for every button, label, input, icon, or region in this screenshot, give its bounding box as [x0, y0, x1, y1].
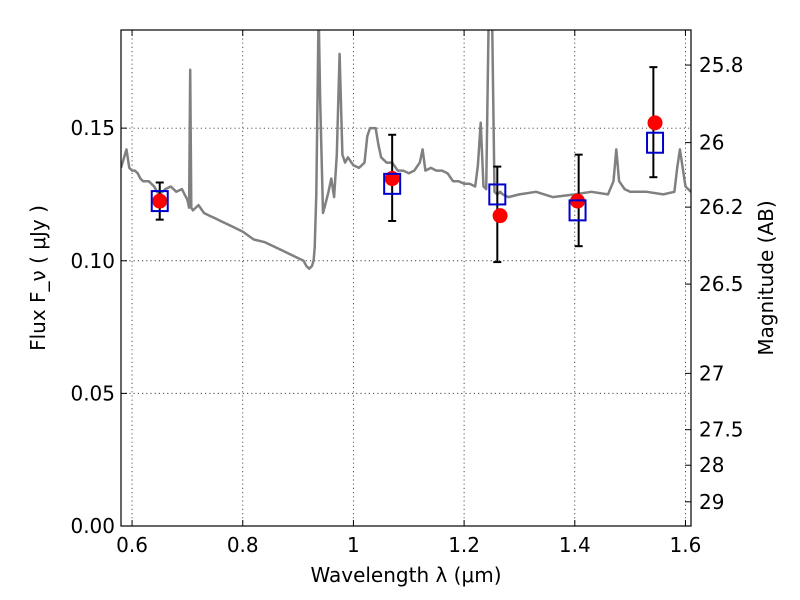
model-square [488, 183, 507, 206]
plot-frame [120, 29, 692, 527]
y-tick-label: 0.10 [70, 249, 115, 273]
right-tick-label: 28 [699, 453, 724, 477]
observed-point [647, 115, 663, 131]
model-square [646, 131, 665, 154]
plot-background [121, 30, 691, 526]
right-tick-label: 27.5 [699, 418, 744, 442]
x-axis-ticks: 0.6 0.8 1 1.2 1.4 1.6 [116, 30, 701, 557]
y-axis-ticks: 0.00 0.05 0.10 0.15 [70, 116, 127, 538]
model-spectrum-line [121, 30, 691, 270]
model-squares [150, 131, 665, 222]
x-tick-label: 1.6 [670, 533, 702, 557]
right-tick-label: 29 [699, 490, 724, 514]
x-tick-label: 1.4 [559, 533, 591, 557]
right-tick-label: 25.8 [699, 53, 744, 77]
x-tick-label: 1.2 [448, 533, 480, 557]
y-tick-label: 0.00 [70, 514, 115, 538]
x-axis-title: Wavelength λ (μm) [310, 563, 501, 587]
x-tick-label: 1 [347, 533, 360, 557]
right-tick-label: 26.5 [699, 272, 744, 296]
observed-point [492, 208, 508, 224]
model-square [568, 199, 587, 222]
y-tick-label: 0.15 [70, 116, 115, 140]
right-axis-ticks: 25.8 26 26.2 26.5 27 27.5 28 29 [685, 53, 744, 514]
x-tick-label: 0.6 [116, 533, 148, 557]
right-axis-title: Magnitude (AB) [754, 200, 778, 355]
model-spectrum-path [121, 30, 691, 270]
x-tick-label: 0.8 [227, 533, 259, 557]
right-tick-label: 26.2 [699, 195, 744, 219]
y-tick-label: 0.05 [70, 381, 115, 405]
observed-point [152, 193, 168, 209]
y-axis-title: Flux F_ν ( μJy ) [26, 205, 50, 351]
model-square [150, 190, 169, 213]
model-square [383, 172, 402, 195]
right-tick-label: 26 [699, 131, 724, 155]
right-tick-label: 27 [699, 361, 724, 385]
